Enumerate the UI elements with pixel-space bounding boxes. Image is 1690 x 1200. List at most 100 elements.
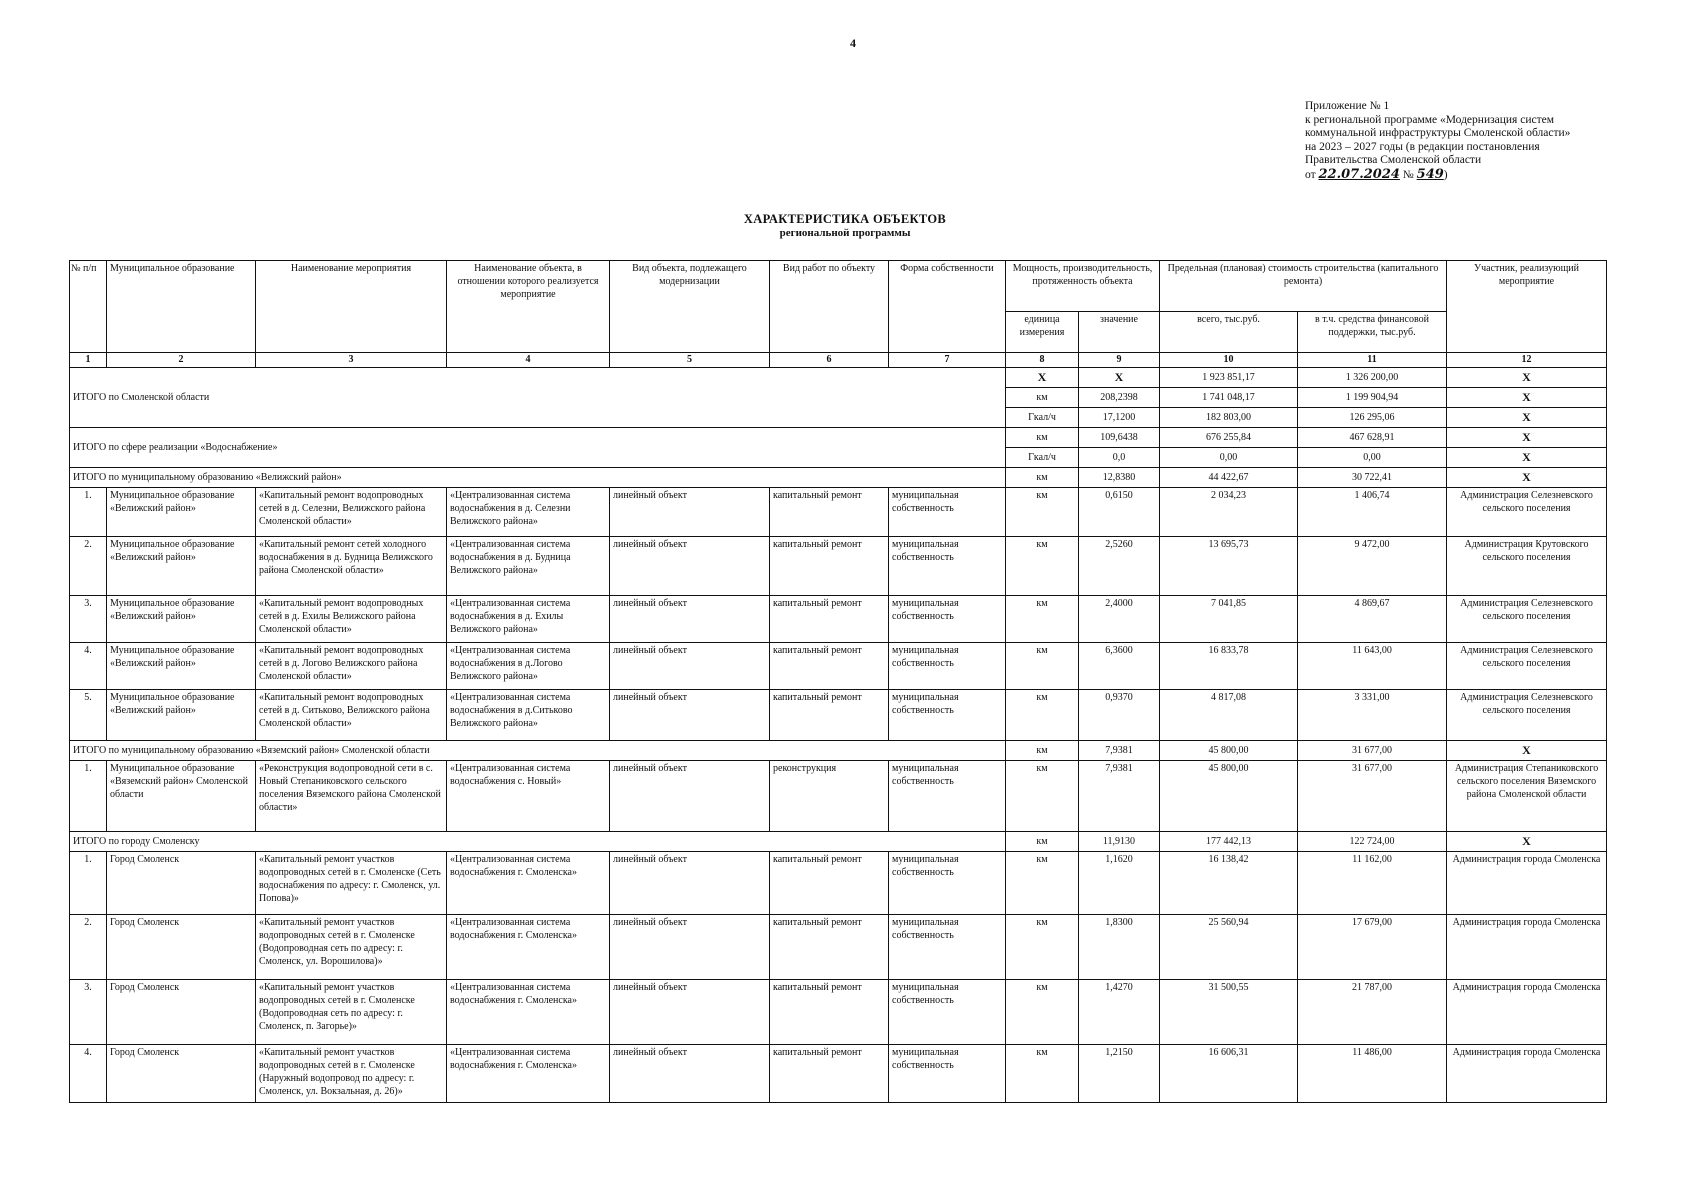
header-participant: Участник, реализующий мероприятие	[1446, 260, 1608, 353]
municipality-cell: Муниципальное образование «Велижский рай…	[106, 595, 256, 643]
work-type-cell: капитальный ремонт	[769, 487, 889, 537]
municipality-cell: Город Смоленск	[106, 851, 256, 915]
object-type-cell: линейный объект	[609, 642, 770, 690]
municipality-cell: Муниципальное образование «Велижский рай…	[106, 689, 256, 741]
event-cell: «Капитальный ремонт водопроводных сетей …	[255, 595, 447, 643]
cost-support-cell: 4 869,67	[1296, 595, 1448, 643]
object-cell: «Централизованная система водоснабжения …	[446, 1044, 610, 1103]
header-unit: единица измерения	[1005, 311, 1079, 353]
work-type-cell: капитальный ремонт	[769, 1044, 889, 1103]
work-type-cell: капитальный ремонт	[769, 851, 889, 915]
event-cell: «Капитальный ремонт водопроводных сетей …	[255, 487, 447, 537]
value-cell: X	[1078, 367, 1160, 388]
cost-support-cell: 467 628,91	[1296, 427, 1448, 448]
municipality-cell: Город Смоленск	[106, 1044, 256, 1103]
cost-support-cell: 11 643,00	[1296, 642, 1448, 690]
appendix-line: коммунальной инфраструктуры Смоленской о…	[1305, 127, 1571, 140]
value-cell: 2,5260	[1078, 536, 1160, 596]
objects-table: № п/п Муниципальное образование Наименов…	[69, 260, 1608, 1103]
page-number: 4	[850, 36, 856, 50]
work-type-cell: капитальный ремонт	[769, 642, 889, 690]
table-row: 1. Город Смоленск «Капитальный ремонт учас…	[69, 851, 1608, 915]
ownership-cell: муниципальная собственность	[888, 595, 1006, 643]
unit-cell: км	[1005, 595, 1079, 643]
appendix-line: Приложение № 1	[1305, 100, 1390, 112]
work-type-cell: капитальный ремонт	[769, 536, 889, 596]
cost-total-cell: 676 255,84	[1159, 427, 1298, 448]
value-cell: 6,3600	[1078, 642, 1160, 690]
table-row: 2. Город Смоленск «Капитальный ремонт учас…	[69, 914, 1608, 980]
document-title: ХАРАКТЕРИСТИКА ОБЪЕКТОВ региональной про…	[0, 212, 1690, 239]
row-number-cell: 2.	[69, 536, 107, 596]
municipality-cell: Муниципальное образование «Велижский рай…	[106, 536, 256, 596]
header-cost-total: всего, тыс.руб.	[1159, 311, 1298, 353]
row-number-cell: 3.	[69, 595, 107, 643]
participant-cell: Администрация города Смоленска	[1446, 914, 1608, 980]
column-number: 7	[888, 352, 1006, 368]
cost-total-cell: 16 833,78	[1159, 642, 1298, 690]
column-number: 10	[1159, 352, 1298, 368]
column-number: 4	[446, 352, 610, 368]
total-row: Гкал/ч 17,1200 182 803,00 126 295,06 X	[70, 407, 1608, 428]
title-line-2: региональной программы	[779, 227, 911, 239]
row-number-cell: 4.	[69, 642, 107, 690]
header-cost-support: в т.ч. средства финансовой поддержки, ты…	[1296, 311, 1448, 353]
ownership-cell: муниципальная собственность	[888, 914, 1006, 980]
cost-total-cell: 25 560,94	[1159, 914, 1298, 980]
cost-total-cell: 16 606,31	[1159, 1044, 1298, 1103]
header-work-type: Вид работ по объекту	[769, 260, 889, 353]
handwritten-date: 22.07.2024	[1318, 166, 1400, 182]
handwritten-number: 549	[1416, 166, 1444, 182]
cost-total-cell: 0,00	[1159, 447, 1298, 468]
value-cell: 1,1620	[1078, 851, 1160, 915]
row-number-cell: 1.	[69, 851, 107, 915]
value-cell: 1,4270	[1078, 979, 1160, 1045]
appendix-line: Правительства Смоленской области	[1305, 154, 1482, 167]
object-cell: «Централизованная система водоснабжения …	[446, 487, 610, 537]
total-row: ИТОГО по муниципальному образованию «Вяз…	[69, 740, 1608, 761]
unit-cell: км	[1005, 979, 1079, 1045]
column-number: 8	[1005, 352, 1079, 368]
cost-support-cell: 1 199 904,94	[1296, 387, 1448, 408]
column-number: 3	[255, 352, 447, 368]
total-row: ИТОГО по муниципальному образованию «Вел…	[69, 467, 1608, 488]
participant-cell: X	[1446, 427, 1608, 448]
cost-total-cell: 45 800,00	[1159, 740, 1298, 761]
value-cell: 0,6150	[1078, 487, 1160, 537]
participant-cell: Администрация города Смоленска	[1446, 851, 1608, 915]
cost-total-cell: 31 500,55	[1159, 979, 1298, 1045]
work-type-cell: капитальный ремонт	[769, 914, 889, 980]
participant-cell: X	[1446, 407, 1608, 428]
unit-cell: км	[1005, 1044, 1079, 1103]
appendix-note: Приложение № 1 к региональной программе …	[1305, 100, 1570, 183]
value-cell: 7,9381	[1078, 740, 1160, 761]
participant-cell: X	[1446, 387, 1608, 408]
object-cell: «Централизованная система водоснабжения …	[446, 689, 610, 741]
cost-support-cell: 9 472,00	[1296, 536, 1448, 596]
column-number: 11	[1296, 352, 1448, 368]
header-ownership: Форма собственности	[888, 260, 1006, 353]
appendix-line: к региональной программе «Модернизация с…	[1305, 113, 1554, 126]
participant-cell: Администрация Селезневского сельского по…	[1446, 689, 1608, 741]
ownership-cell: муниципальная собственность	[888, 979, 1006, 1045]
header-event: Наименование мероприятия	[255, 260, 447, 353]
close-paren: )	[1443, 168, 1448, 181]
object-type-cell: линейный объект	[609, 595, 770, 643]
total-row: ИТОГО по городу Смоленску км 11,9130 177 44…	[69, 831, 1608, 852]
total-label: ИТОГО по городу Смоленску	[69, 831, 1006, 852]
number-prefix: №	[1402, 168, 1414, 181]
table-row: 3. Муниципальное образование «Велижский р…	[69, 595, 1608, 643]
unit-cell: км	[1005, 642, 1079, 690]
header-value: значение	[1078, 311, 1160, 353]
municipality-cell: Муниципальное образование «Велижский рай…	[106, 487, 256, 537]
value-cell: 11,9130	[1078, 831, 1160, 852]
cost-support-cell: 11 486,00	[1296, 1044, 1448, 1103]
row-number-cell: 3.	[69, 979, 107, 1045]
value-cell: 1,2150	[1078, 1044, 1160, 1103]
object-cell: «Централизованная система водоснабжения …	[446, 914, 610, 980]
participant-cell: Администрация Селезневского сельского по…	[1446, 487, 1608, 537]
object-cell: «Централизованная система водоснабжения …	[446, 851, 610, 915]
event-cell: «Капитальный ремонт участков водопроводн…	[255, 979, 447, 1045]
ownership-cell: муниципальная собственность	[888, 487, 1006, 537]
row-number-cell: 1.	[69, 760, 107, 832]
